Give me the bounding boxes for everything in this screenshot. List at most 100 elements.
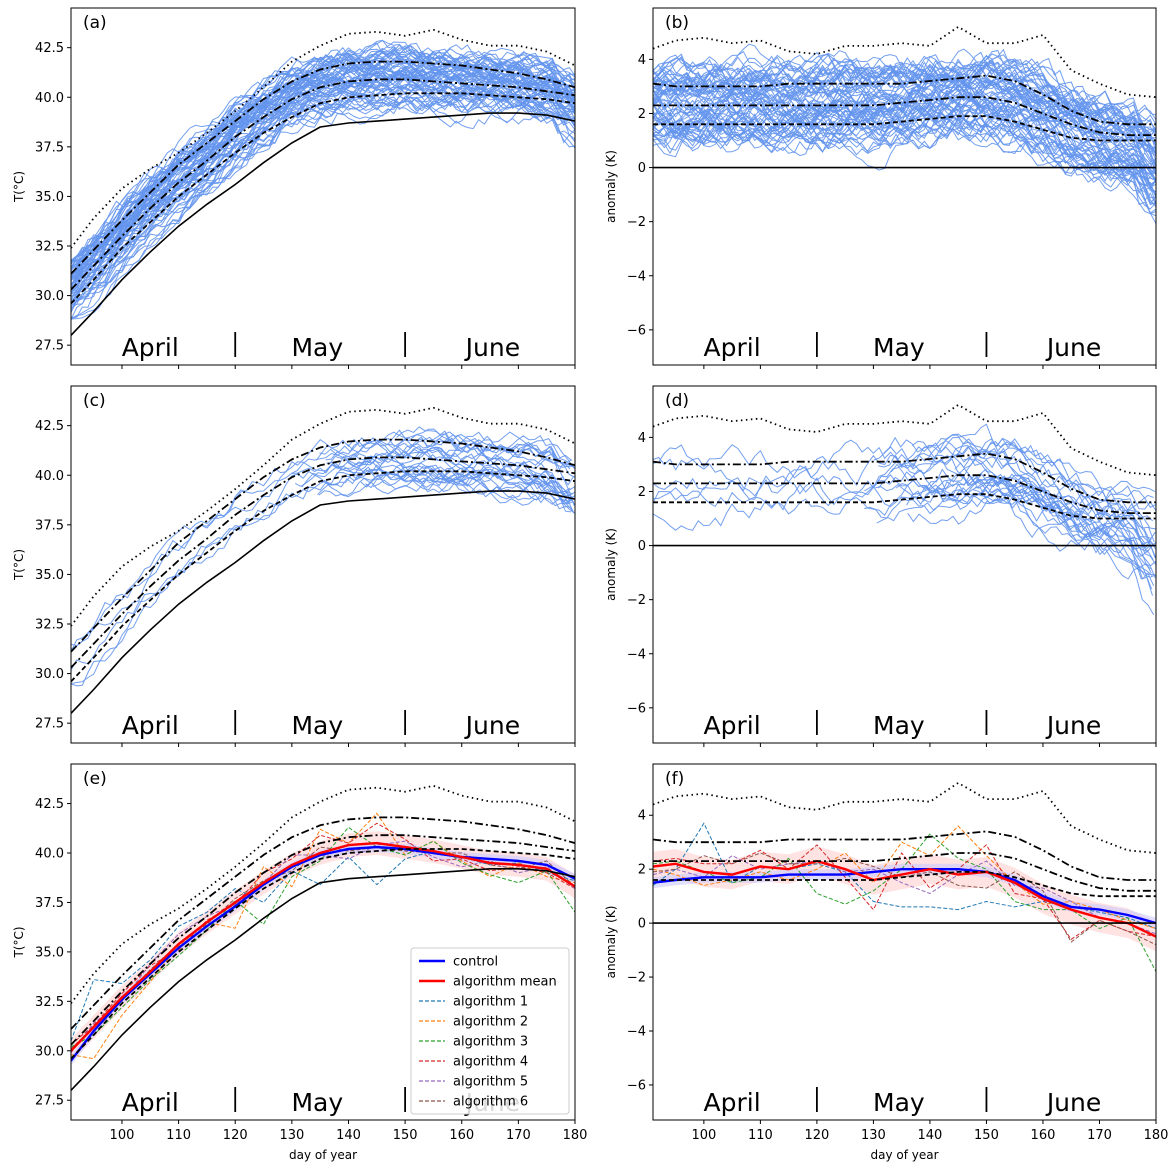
series-algorithm-2	[71, 812, 575, 1060]
x-axis-label: day of year	[870, 1148, 938, 1162]
series-algorithm-1	[653, 822, 1156, 929]
y-tick-label: 32.5	[35, 240, 64, 255]
ensemble-member	[890, 458, 1152, 549]
y-tick-label: 40.0	[35, 469, 64, 484]
ensemble-member	[400, 466, 572, 501]
series-control	[71, 845, 575, 1062]
y-tick-label: 35.0	[35, 568, 64, 583]
plot-area-b	[653, 25, 1156, 224]
ensemble-member	[864, 462, 1154, 554]
legend-label: algorithm 3	[453, 1035, 528, 1050]
ensemble-member	[394, 437, 571, 468]
y-tick-label: −2	[627, 971, 646, 986]
y-tick-label: 42.5	[35, 419, 64, 434]
series-algorithm-1	[71, 850, 575, 1042]
ensemble-member	[873, 446, 1151, 539]
y-tick-label: 30.0	[35, 667, 64, 682]
ensemble-member	[71, 56, 575, 277]
y-tick-label: 2	[638, 107, 646, 122]
x-tick-label: 160	[449, 1128, 474, 1143]
x-tick-label: 140	[918, 1128, 943, 1143]
ensemble-member	[653, 474, 1156, 566]
month-label-april: April	[122, 333, 179, 362]
axes-frame	[652, 385, 1157, 744]
y-tick-label: 32.5	[35, 618, 64, 633]
y-axis-label: anomaly (K)	[604, 906, 618, 979]
ensemble-member	[71, 56, 575, 276]
panel-label: (a)	[83, 13, 107, 33]
ensemble-member	[71, 63, 575, 278]
y-tick-label: 4	[638, 53, 646, 68]
ensemble-member	[71, 47, 575, 271]
month-label-june: June	[1045, 1088, 1101, 1117]
ensemble-member	[653, 53, 1156, 137]
y-axis-label: anomaly (K)	[604, 150, 618, 223]
series-algorithm-4	[653, 844, 1156, 940]
ensemble-member	[653, 91, 1156, 195]
x-axis-label: day of year	[289, 1148, 357, 1162]
month-label-april: April	[704, 1088, 761, 1117]
y-tick-label: 4	[638, 431, 646, 446]
reference-q-high	[71, 60, 575, 275]
reference-q-high	[71, 816, 575, 1030]
reference-q-low	[653, 493, 1156, 520]
y-axis-label: T(°C)	[12, 549, 26, 581]
month-label-june: June	[1045, 333, 1101, 362]
month-label-april: April	[122, 711, 179, 740]
month-label-june: June	[1045, 711, 1101, 740]
y-tick-label: 35.0	[35, 945, 64, 960]
ensemble-member	[653, 90, 1156, 182]
ensemble-member	[325, 447, 575, 500]
x-tick-label: 170	[506, 1128, 531, 1143]
axes-frame	[70, 7, 576, 366]
series-algorithm-mean	[71, 841, 575, 1052]
y-tick-label: 2	[638, 863, 646, 878]
y-tick-label: 30.0	[35, 289, 64, 304]
ensemble-member	[927, 440, 1154, 515]
y-tick-label: 0	[638, 161, 646, 176]
series-algorithm-3	[71, 826, 575, 1048]
ensemble-member	[653, 105, 1156, 192]
x-tick-label: 100	[691, 1128, 716, 1143]
plot-area-c	[71, 406, 575, 714]
x-tick-label: 120	[804, 1128, 829, 1143]
panel-e: 27.5 30.0 32.5 35.0 37.5 40.0 42.5 100 110 120 130…	[12, 763, 588, 1162]
axes-frame	[652, 763, 1157, 1121]
y-tick-label: 42.5	[35, 41, 64, 56]
ensemble-member	[353, 458, 575, 503]
reference-q-mid	[653, 852, 1156, 892]
ensemble-member	[329, 440, 574, 495]
x-tick-label: 110	[748, 1128, 773, 1143]
ensemble-member	[71, 92, 575, 305]
y-tick-label: 37.5	[35, 140, 64, 155]
month-label-may: May	[873, 711, 925, 740]
ensemble-member	[71, 469, 575, 687]
reference-q-low	[71, 470, 575, 683]
reference-q-low	[653, 115, 1156, 142]
panel-label: (b)	[665, 13, 689, 33]
ensemble-member	[653, 56, 1156, 142]
climatology-line	[71, 868, 575, 1091]
y-tick-label: 30.0	[35, 1044, 64, 1059]
ensemble-member	[71, 66, 575, 292]
reference-q-high	[71, 438, 575, 653]
x-tick-label: 180	[563, 1128, 588, 1143]
plot-area-d	[653, 403, 1156, 616]
x-tick-label: 110	[166, 1128, 191, 1143]
ensemble-member	[653, 100, 1156, 177]
panel-label: (d)	[665, 391, 689, 411]
y-tick-label: 42.5	[35, 797, 64, 812]
legend-label: control	[453, 955, 498, 970]
ensemble-member	[653, 54, 1156, 130]
y-axis-label: T(°C)	[12, 926, 26, 958]
ensemble-member	[653, 95, 1156, 198]
ensemble-member	[71, 45, 575, 265]
panel-label: (f)	[665, 769, 684, 789]
ensemble-member	[981, 475, 1153, 590]
panel-b: −6 −4 −2 0 2 4 anomaly (K) (b) April May June	[604, 7, 1157, 369]
climatology-line	[71, 490, 575, 714]
reference-q-low	[653, 871, 1156, 898]
panel-label: (e)	[83, 769, 107, 789]
climatology-line	[71, 112, 575, 336]
x-tick-label: 120	[223, 1128, 248, 1143]
